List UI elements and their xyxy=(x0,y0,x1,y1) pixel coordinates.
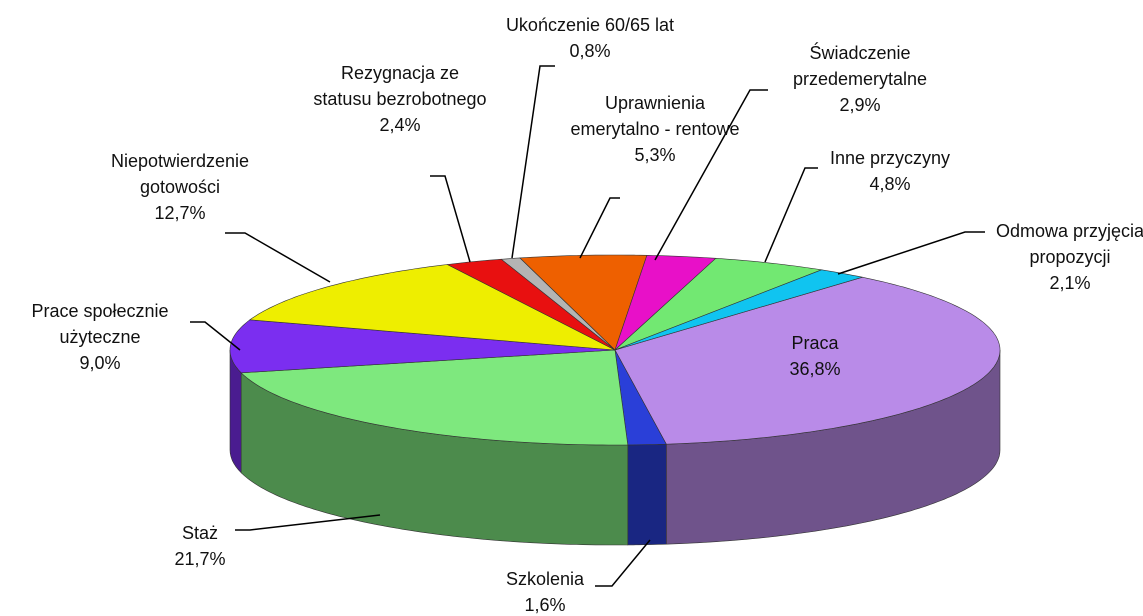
pie-slice xyxy=(614,257,823,351)
pie-slice xyxy=(614,254,717,351)
slice-label: Staż 21,7% xyxy=(150,520,250,572)
leader-line xyxy=(837,231,985,275)
slice-label: Rezygnacja ze statusu bezrobotnego 2,4% xyxy=(310,60,490,138)
slice-value: 2,1% xyxy=(1049,273,1091,293)
leader-line xyxy=(579,197,620,259)
pie-slice xyxy=(614,269,863,351)
pie-slice xyxy=(519,254,648,351)
slice-label: Ukończenie 60/65 lat 0,8% xyxy=(460,12,720,64)
slice-value: 12,7% xyxy=(154,203,206,223)
slice-name: Inne przyczyny xyxy=(829,148,951,168)
slice-value: 4,8% xyxy=(869,174,911,194)
leader-line xyxy=(654,89,768,261)
slice-name: Prace społecznie użyteczne xyxy=(31,301,169,347)
pie-slice xyxy=(446,258,616,351)
slice-value: 2,9% xyxy=(839,95,881,115)
leader-line xyxy=(511,65,555,259)
pie-slice xyxy=(249,264,616,351)
pie-slice xyxy=(614,276,1001,445)
slice-label: Praca 36,8% xyxy=(755,330,875,382)
slice-value: 1,6% xyxy=(524,595,566,615)
slice-name: Staż xyxy=(181,523,219,543)
slice-value: 2,4% xyxy=(379,115,421,135)
leader-line xyxy=(595,539,651,587)
slice-label: Szkolenia 1,6% xyxy=(485,566,605,616)
slice-value: 21,7% xyxy=(174,549,226,569)
slice-value: 36,8% xyxy=(789,359,841,379)
slice-label: Niepotwierdzenie gotowości 12,7% xyxy=(95,148,265,226)
slice-name: Praca xyxy=(791,333,839,353)
leader-line xyxy=(190,321,241,351)
leader-line xyxy=(235,514,381,531)
slice-name: Świadczenie przedemerytalne xyxy=(792,43,928,89)
slice-name: Ukończenie 60/65 lat xyxy=(505,15,675,35)
pie-slice xyxy=(229,319,616,374)
slice-label: Inne przyczyny 4,8% xyxy=(805,145,975,197)
slice-label: Odmowa przyjęcia propozycji 2,1% xyxy=(985,218,1143,296)
slice-label: Uprawnienia emerytalno - rentowe 5,3% xyxy=(570,90,740,168)
slice-name: Uprawnienia emerytalno - rentowe xyxy=(570,93,740,139)
pie-slice xyxy=(240,349,629,446)
slice-name: Odmowa przyjęcia propozycji xyxy=(995,221,1143,267)
slice-value: 0,8% xyxy=(569,41,611,61)
slice-name: Rezygnacja ze statusu bezrobotnego xyxy=(313,63,487,109)
slice-name: Szkolenia xyxy=(505,569,585,589)
leader-line xyxy=(430,175,471,263)
slice-label: Prace społecznie użyteczne 9,0% xyxy=(0,298,200,376)
leader-line xyxy=(225,232,331,283)
leader-line xyxy=(764,167,818,263)
pie-slice xyxy=(614,349,667,446)
slice-label: Świadczenie przedemerytalne 2,9% xyxy=(755,40,965,118)
pie-slice-side xyxy=(627,443,667,546)
slice-value: 5,3% xyxy=(634,145,676,165)
slice-value: 9,0% xyxy=(79,353,121,373)
slice-name: Niepotwierdzenie gotowości xyxy=(110,151,250,197)
